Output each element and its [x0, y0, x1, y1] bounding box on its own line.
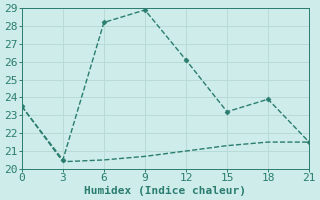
X-axis label: Humidex (Indice chaleur): Humidex (Indice chaleur)	[84, 186, 246, 196]
